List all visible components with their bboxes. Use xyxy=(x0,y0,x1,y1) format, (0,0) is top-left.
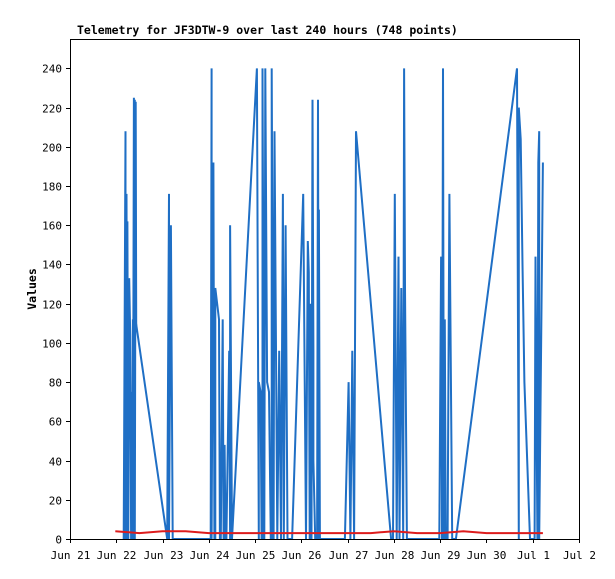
x-axis-ticks: Jun 21 Jun 22 Jun 23 Jun 24 Jun 25 Jun 26 Jun … xyxy=(51,539,596,562)
x-tick-label: Jun 26 xyxy=(282,549,322,562)
y-axis-ticks: 0 20 40 60 80 100 120 140 160 180 200 220 240 xyxy=(42,63,70,547)
y-tick-label: 200 xyxy=(42,142,62,155)
x-tick-label: Jun 27 xyxy=(329,549,369,562)
x-tick-label: Jun 25 xyxy=(236,549,276,562)
y-tick-label: 160 xyxy=(42,220,62,233)
y-tick-label: 220 xyxy=(42,103,62,116)
series-line-2 xyxy=(115,530,543,535)
plot-area-frame xyxy=(70,39,580,540)
y-tick-label: 40 xyxy=(49,456,62,469)
y-tick-label: 240 xyxy=(42,63,62,76)
x-tick-label: Jun 23 xyxy=(144,549,184,562)
y-tick-label: 140 xyxy=(42,259,62,272)
y-tick-label: 60 xyxy=(49,416,62,429)
y-tick-label: 120 xyxy=(42,299,62,312)
x-tick-label: Jun 30 xyxy=(467,549,507,562)
x-tick-label: Jun 22 xyxy=(97,549,137,562)
x-tick-label: Jun 29 xyxy=(421,549,461,562)
y-tick-label: 80 xyxy=(49,377,62,390)
x-tick-label: Jun 21 xyxy=(51,549,91,562)
chart-title: Telemetry for JF3DTW-9 over last 240 hou… xyxy=(77,23,458,37)
x-tick-label: Jun 24 xyxy=(190,549,230,562)
y-tick-label: 20 xyxy=(49,495,62,508)
x-tick-label: Jun 28 xyxy=(375,549,415,562)
x-tick-label: Jul 1 xyxy=(517,549,550,562)
y-tick-label: 100 xyxy=(42,338,62,351)
y-axis-label: Values xyxy=(25,268,39,310)
y-tick-label: 180 xyxy=(42,181,62,194)
y-tick-label: 0 xyxy=(55,534,62,547)
x-tick-label: Jul 2 xyxy=(563,549,596,562)
